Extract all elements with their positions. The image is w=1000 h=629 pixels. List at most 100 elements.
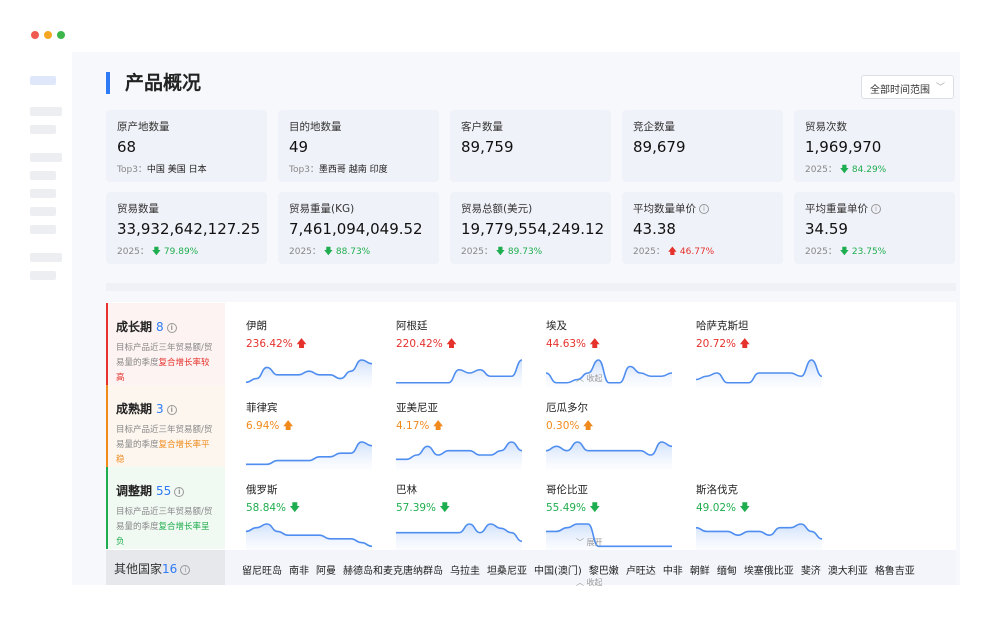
sidebar-item[interactable] [30,225,56,234]
sidebar-item[interactable] [30,253,62,262]
arrow-down-icon: 🡇 [839,165,850,175]
change-value: 79.89% [163,247,199,257]
info-icon[interactable]: i [871,204,881,214]
arrow-down-icon: 🡇 [439,502,451,514]
country-link[interactable]: 卢旺达 [625,566,656,577]
stat-sub: 2025： 🡇 84.29% [805,162,944,178]
chevron-down-icon: ﹀ [935,83,945,93]
country-trend-card[interactable]: 阿根廷 220.42% 🡅 [396,318,526,388]
time-range-value: 全部时间范围 [870,85,930,96]
sidebar-item[interactable] [30,171,56,180]
sub-label: 2025： [633,247,665,257]
country-link[interactable]: 南非 [289,566,309,577]
sparkline-area [696,524,822,552]
country-link[interactable]: 埃塞俄比亚 [743,566,794,577]
sparkline [246,359,372,388]
collapse-toggle[interactable]: ︿ 收起 [576,578,603,587]
sparkline-line [546,359,672,384]
sparkline [546,523,672,552]
stat-card: 贸易数量 33,932,642,127.25 2025： 🡇 79.89% [106,192,267,264]
stat-card: 贸易重量(KG) 7,461,094,049.52 2025： 🡇 88.73% [278,192,439,264]
other-countries-list: 留尼旺岛 南非 阿曼 赫德岛和麦克唐纳群岛 乌拉圭 坦桑尼亚 中国(澳门) 黎巴嫩 卢旺达 中非朝… [242,562,922,577]
info-icon[interactable]: i [180,564,191,575]
sub-label: 2025： [805,247,837,257]
country-link[interactable]: 乌拉圭 [450,566,480,577]
arrow-up-icon: 🡅 [296,338,307,350]
lifecycle-section: 成长期 8 i 目标产品近三年贸易额/贸易量的季度复合增长率较高 伊朗 236.42… [106,302,956,587]
sidebar-item[interactable] [30,207,56,216]
stat-label: 平均重量单价 i [805,201,944,216]
growth-rate: 58.84% [246,502,287,514]
country-link[interactable]: 黎巴嫩 [588,566,619,577]
sidebar-item[interactable] [30,125,56,134]
stat-value: 19,779,554,249.12 [461,220,605,238]
country-name: 亚美尼亚 [396,402,438,414]
stat-card: 贸易次数 1,969,970 2025： 🡇 84.29% [794,110,955,182]
country-name: 哥伦比亚 [546,484,588,496]
label-text: 平均重量单价 [805,203,868,215]
country-trend-card[interactable]: 菲律宾 6.94% 🡅 [246,400,376,470]
country-trend-card[interactable]: 埃及 44.63% 🡅 [546,318,676,388]
country-trend-card[interactable]: 斯洛伐克 49.02% 🡇 [696,482,826,552]
info-icon[interactable]: i [174,486,185,497]
expand-toggle[interactable]: ︿ 收起 [576,374,603,383]
label-text: 贸易数量 [117,203,159,215]
stat-label: 原产地数量 [117,119,256,134]
country-name: 厄瓜多尔 [546,402,588,414]
window-maximize-button[interactable] [57,31,65,39]
country-link[interactable]: 格鲁吉亚 [874,566,915,577]
country-link[interactable]: 赫德岛和麦克唐纳群岛 [343,566,443,577]
country-link[interactable]: 缅甸 [716,566,737,577]
stat-card: 原产地数量 68 Top3：中国 美国 日本 [106,110,267,182]
country-link[interactable]: 中国(澳门) [534,566,582,577]
sparkline-area [546,524,672,552]
info-icon[interactable]: i [166,404,177,415]
country-trend-card[interactable]: 亚美尼亚 4.17% 🡅 [396,400,526,470]
window-close-button[interactable] [31,31,39,39]
sparkline-area [396,442,522,470]
label: 其他国家 [114,562,163,576]
sidebar-item[interactable] [30,76,56,85]
arrow-up-icon: 🡅 [446,338,457,350]
country-trend-card[interactable]: 俄罗斯 58.84% 🡇 [246,482,376,552]
expand-toggle[interactable]: ﹀ 展开 [576,538,603,547]
sidebar-item[interactable] [30,189,56,198]
country-link[interactable]: 阿曼 [316,566,336,577]
country-trend-card[interactable]: 巴林 57.39% 🡇 [396,482,526,552]
label-text: 贸易总额(美元) [461,203,533,215]
country-link[interactable]: 坦桑尼亚 [487,566,527,577]
sub-label: Top3： [117,165,147,175]
sparkline-area [246,524,372,552]
label-text: 贸易次数 [805,121,847,133]
country-link[interactable]: 中非 [662,566,683,577]
change-value: 88.73% [335,247,371,257]
sparkline-area [396,360,522,388]
country-link[interactable]: 澳大利亚 [827,566,868,577]
window-minimize-button[interactable] [44,31,52,39]
sparkline-area [246,442,372,470]
country-link[interactable]: 斐济 [800,566,821,577]
stat-value: 7,461,094,049.52 [289,220,423,238]
stage-highlight: 复合增长率呈负 [116,522,210,547]
sparkline-line [246,359,372,384]
country-trend-card[interactable]: 伊朗 236.42% 🡅 [246,318,376,388]
sidebar-item[interactable] [30,107,62,116]
info-icon[interactable]: i [699,204,709,214]
growth-rate: 20.72% [696,338,737,350]
other-countries-label: 其他国家16 i [106,550,225,585]
country-trend-card[interactable]: 厄瓜多尔 0.30% 🡅 [546,400,676,470]
info-icon[interactable]: i [166,322,177,333]
time-range-select[interactable]: 全部时间范围 ﹀ [861,75,954,99]
stat-sub: 2025： 🡇 79.89% [117,244,256,260]
country-trend-card[interactable]: 哈萨克斯坦 20.72% 🡅 [696,318,826,388]
sidebar-item[interactable] [30,153,62,162]
sidebar-item[interactable] [30,271,56,280]
country-link[interactable]: 朝鲜 [689,566,710,577]
country-link[interactable]: 留尼旺岛 [242,566,282,577]
sub-label: 2025： [289,247,321,257]
count: 16 [162,562,178,576]
country-trend-card[interactable]: 哥伦比亚 55.49% 🡇 [546,482,676,552]
sparkline-line [696,359,822,384]
stage-label: 调整期 55 i 目标产品近三年贸易额/贸易量的季度复合增长率呈负 [106,467,225,549]
stat-label: 贸易总额(美元) [461,201,600,216]
